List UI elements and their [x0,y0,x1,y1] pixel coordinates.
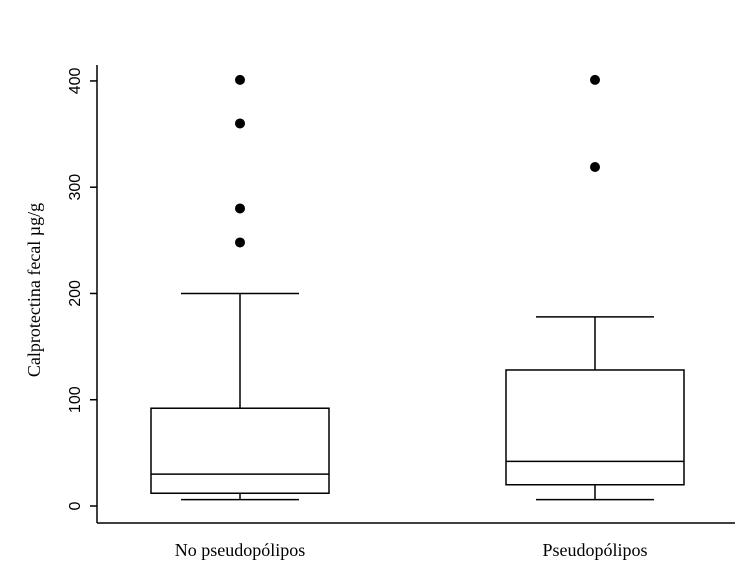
y-axis-label: Calprotectina fecal µg/g [24,203,44,377]
y-tick-label: 100 [67,386,84,413]
outlier [590,162,600,173]
y-tick-label: 300 [67,174,84,201]
x-tick-label: No pseudopólipos [175,540,306,560]
y-tick-label: 400 [67,67,84,94]
y-tick-label: 0 [67,501,84,510]
y-tick-label: 200 [67,280,84,307]
outlier [235,237,245,248]
box [505,369,685,486]
box [150,407,330,494]
outlier [235,74,245,85]
x-tick-label: Pseudopólipos [542,540,647,560]
outlier [235,203,245,214]
outlier [235,118,245,129]
outlier [590,74,600,85]
